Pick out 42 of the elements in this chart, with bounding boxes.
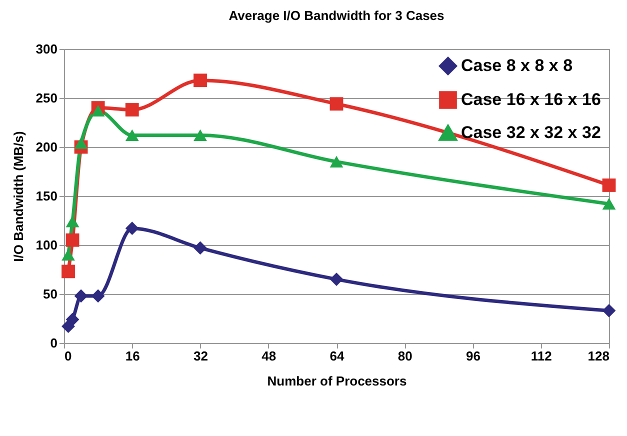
point	[330, 156, 344, 168]
x-tick-label: 80	[398, 348, 412, 364]
point	[62, 264, 75, 278]
point	[125, 222, 139, 236]
y-tick-label: 0	[50, 336, 58, 350]
point	[66, 233, 80, 247]
point	[194, 74, 207, 88]
y-tick-label: 150	[36, 188, 58, 204]
x-tick-label: 112	[530, 348, 552, 364]
x-tick-label: 64	[330, 348, 345, 364]
point	[330, 272, 344, 286]
x-axis-title: Number of Processors	[267, 374, 407, 388]
y-tick-label: 300	[36, 42, 58, 56]
point	[330, 97, 344, 111]
legend-label: Case 16 x 16 x 16	[461, 90, 601, 109]
point	[66, 216, 80, 228]
point	[91, 289, 105, 303]
point	[91, 104, 105, 117]
point	[602, 178, 616, 192]
x-tick-label: 96	[466, 348, 480, 364]
y-tick-label: 100	[36, 238, 58, 252]
point	[602, 198, 616, 210]
point	[602, 304, 616, 318]
legend-label: Case 32 x 32 x 32	[461, 123, 601, 142]
y-tick-label: 50	[43, 286, 58, 302]
chart-title: Average I/O Bandwidth for 3 Cases	[228, 8, 444, 23]
point	[194, 241, 207, 255]
x-tick-label: 0	[64, 348, 72, 364]
point	[74, 289, 88, 303]
point	[194, 129, 207, 142]
x-tick-label: 16	[125, 348, 140, 364]
point	[66, 312, 80, 326]
point	[74, 137, 88, 149]
legend-label: Case 8 x 8 x 8	[461, 56, 573, 75]
x-tick-label: 128	[588, 348, 610, 364]
x-tick-label: 48	[262, 348, 276, 364]
y-tick-label: 250	[36, 90, 58, 106]
point	[125, 103, 139, 116]
point	[125, 129, 139, 142]
x-tick-label: 32	[194, 348, 208, 364]
y-tick-label: 200	[36, 140, 58, 154]
y-axis-title: I/O Bandwidth (MB/s)	[10, 131, 26, 262]
